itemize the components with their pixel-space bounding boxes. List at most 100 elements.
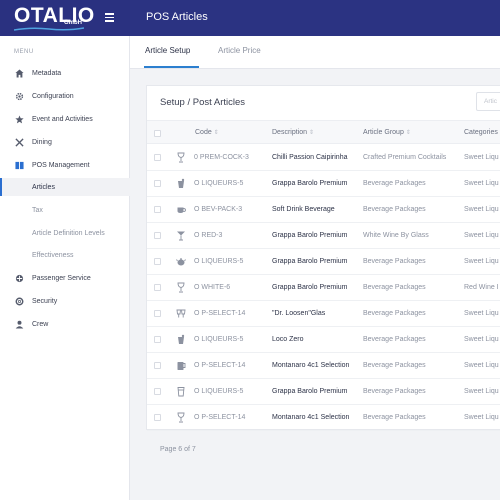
menu-heading: MENU [14, 49, 34, 55]
passenger-icon [14, 273, 24, 283]
column-header-description[interactable]: Description ⇕ [272, 129, 314, 136]
table-row[interactable]: O P-SELECT-14 Montanaro 4c1 Selection Beve… [147, 405, 500, 431]
column-header-label: Article Group [363, 129, 404, 136]
sidebar-subitem-articles[interactable]: Articles [0, 178, 130, 196]
cell-code: 0 PREM-COCK-3 [194, 154, 249, 161]
wine-glass-icon [177, 152, 185, 163]
cell-category: Sweet Liqu [464, 362, 499, 369]
page-title: POS Articles [146, 11, 208, 23]
cell-description: Grappa Barolo Premium [272, 284, 348, 291]
sidebar-item-configuration[interactable]: Configuration [0, 87, 130, 105]
row-checkbox[interactable] [154, 206, 161, 213]
cell-article-group: Beverage Packages [363, 284, 426, 291]
sidebar-item-metadata[interactable]: Metadata [0, 64, 130, 82]
cell-description: Grappa Barolo Premium [272, 232, 348, 239]
table-row[interactable]: O LIQUEURS-5 Grappa Barolo Premium Beverag… [147, 171, 500, 197]
logo-subtext: GmbH [64, 20, 82, 26]
cell-code: O LIQUEURS-5 [194, 388, 244, 395]
sidebar-item-dining[interactable]: Dining [0, 133, 130, 151]
app-logo[interactable]: OTALIO GmbH [0, 0, 130, 36]
cell-category: Sweet Liqu [464, 414, 499, 421]
sidebar-item-label: Crew [32, 320, 49, 328]
table-row[interactable]: O LIQUEURS-5 Grappa Barolo Premium Beverag… [147, 379, 500, 405]
cell-category: Sweet Liqu [464, 388, 499, 395]
row-checkbox[interactable] [154, 310, 161, 317]
sidebar-item-crew[interactable]: Crew [0, 315, 130, 333]
cell-article-group: Beverage Packages [363, 258, 426, 265]
table-row[interactable]: O RED-3 Grappa Barolo Premium White Wine B… [147, 223, 500, 249]
row-checkbox[interactable] [154, 154, 161, 161]
cell-description: Grappa Barolo Premium [272, 180, 348, 187]
mug-icon [177, 362, 186, 370]
search-input[interactable]: Artic [476, 92, 500, 111]
home-icon [14, 68, 24, 78]
cell-description: "Dr. Loosen"Glas [272, 310, 326, 317]
cell-code: O P-SELECT-14 [194, 414, 246, 421]
sidebar-subitem-tax[interactable]: Tax [32, 206, 43, 214]
cell-description: Montanaro 4c1 Selection [272, 414, 350, 421]
table-row[interactable]: O P-SELECT-14 "Dr. Loosen"Glas Beverage Pa… [147, 301, 500, 327]
column-header-article-group[interactable]: Article Group ⇕ [363, 129, 411, 136]
sidebar: MENU Metadata Configuration Event and Ac… [0, 36, 130, 500]
gear-icon [14, 91, 24, 101]
row-checkbox[interactable] [154, 232, 161, 239]
cell-code: O P-SELECT-14 [194, 362, 246, 369]
tab-article-price[interactable]: Article Price [218, 46, 261, 55]
cell-description: Soft Drink Beverage [272, 206, 335, 213]
cell-article-group: Beverage Packages [363, 414, 426, 421]
sort-icon: ⇕ [309, 130, 315, 136]
cell-category: Sweet Liqu [464, 180, 499, 187]
table-row[interactable]: 0 PREM-COCK-3 Chilli Passion Caipirinha Cr… [147, 145, 500, 171]
logo-text: OTALIO [14, 4, 95, 27]
sidebar-item-label: Dining [32, 138, 52, 146]
row-checkbox[interactable] [154, 284, 161, 291]
tab-article-setup[interactable]: Article Setup [145, 46, 191, 55]
table-row[interactable]: O LIQUEURS-5 Loco Zero Beverage Packages Sw… [147, 327, 500, 353]
row-checkbox[interactable] [154, 336, 161, 343]
cell-description: Montanaro 4c1 Selection [272, 362, 350, 369]
row-checkbox[interactable] [154, 362, 161, 369]
cell-description: Grappa Barolo Premium [272, 258, 348, 265]
sidebar-item-label: Passenger Service [32, 274, 91, 282]
tabs-bar: Article Setup Article Price [130, 36, 500, 69]
cell-code: O P-SELECT-14 [194, 310, 246, 317]
cell-code: O WHITE-6 [194, 284, 231, 291]
sidebar-item-passenger-service[interactable]: Passenger Service [0, 269, 130, 287]
user-icon [14, 319, 24, 329]
sort-icon: ⇕ [405, 130, 411, 136]
table-row[interactable]: O P-SELECT-14 Montanaro 4c1 Selection Beve… [147, 353, 500, 379]
row-checkbox[interactable] [154, 180, 161, 187]
cell-code: O LIQUEURS-5 [194, 180, 244, 187]
select-all-checkbox[interactable] [154, 130, 161, 137]
hamburger-menu-icon[interactable] [105, 13, 114, 22]
sidebar-subitem-effectiveness[interactable]: Effectiveness [32, 251, 74, 259]
sidebar-item-pos-management[interactable]: POS Management [0, 156, 130, 174]
cell-category: Sweet Liqu [464, 154, 499, 161]
sidebar-item-label: Event and Activities [32, 115, 93, 123]
cell-category: Sweet Liqu [464, 258, 499, 265]
cell-category: Sweet Liqu [464, 310, 499, 317]
cell-description: Chilli Passion Caipirinha [272, 154, 348, 161]
sidebar-item-security[interactable]: Security [0, 292, 130, 310]
table-header: Code ⇕ Description ⇕ Article Group ⇕ Catego… [147, 120, 500, 144]
cell-article-group: Beverage Packages [363, 206, 426, 213]
table-row[interactable]: O BEV-PACK-3 Soft Drink Beverage Beverage … [147, 197, 500, 223]
column-header-label: Description [272, 129, 308, 136]
cell-category: Red Wine I [464, 284, 499, 291]
row-checkbox[interactable] [154, 388, 161, 395]
row-checkbox[interactable] [154, 258, 161, 265]
column-header-label: Categories [464, 129, 498, 136]
cell-article-group: Crafted Premium Cocktails [363, 154, 447, 161]
sidebar-item-events[interactable]: Event and Activities [0, 110, 130, 128]
sidebar-subitem-article-definition-levels[interactable]: Article Definition Levels [32, 229, 105, 237]
column-header-code[interactable]: Code ⇕ [195, 129, 219, 136]
column-header-label: Code [195, 129, 212, 136]
table-row[interactable]: O LIQUEURS-5 Grappa Barolo Premium Beverag… [147, 249, 500, 275]
active-tab-indicator [144, 66, 199, 68]
row-checkbox[interactable] [154, 414, 161, 421]
cell-description: Loco Zero [272, 336, 304, 343]
table-row[interactable]: O WHITE-6 Grappa Barolo Premium Beverage P… [147, 275, 500, 301]
coffee-cup-icon [177, 207, 186, 213]
sidebar-item-label: Configuration [32, 92, 74, 100]
column-header-categories[interactable]: Categories [464, 129, 498, 136]
